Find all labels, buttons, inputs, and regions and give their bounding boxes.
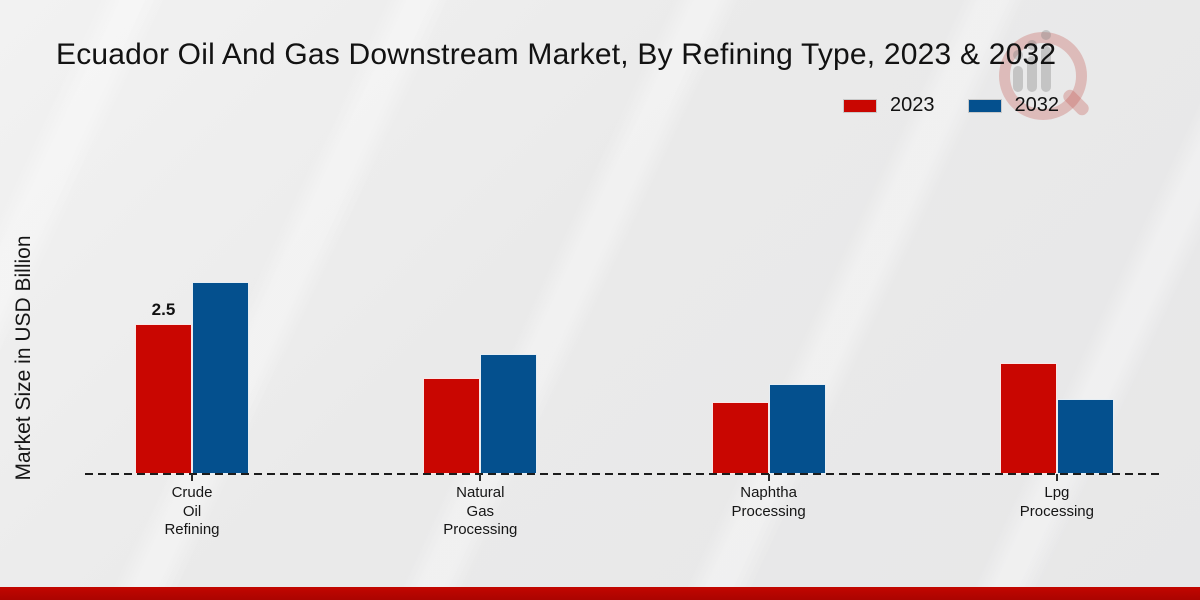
y-axis-label: Market Size in USD Billion bbox=[12, 235, 35, 481]
legend-item-2032: 2032 bbox=[967, 94, 1060, 117]
footer-accent-strip bbox=[0, 587, 1200, 600]
logo-dot-icon bbox=[1013, 50, 1023, 60]
bar-2023-lpg-processing bbox=[999, 363, 1057, 474]
bar-2023-naphtha-processing bbox=[711, 402, 769, 474]
legend-swatch-2023 bbox=[843, 98, 877, 113]
category-label-natural-gas-processing: Natural Gas Processing bbox=[443, 484, 518, 538]
logo-dot-icon bbox=[1041, 30, 1051, 40]
bar-value-label: 2.5 bbox=[151, 300, 176, 319]
bar-2032-crude-oil-refining bbox=[192, 282, 249, 474]
legend-label-2032: 2032 bbox=[1014, 94, 1060, 116]
logo-dot-icon bbox=[1027, 40, 1037, 50]
bar-2023-crude-oil-refining bbox=[135, 324, 192, 474]
category-label-naphtha-processing: Naphtha Processing bbox=[731, 484, 806, 520]
logo-bar-icon bbox=[1013, 66, 1023, 92]
magnifier-bar-chart-logo-watermark bbox=[995, 24, 1105, 124]
bar-2032-natural-gas-processing bbox=[480, 354, 538, 474]
legend-item-2023: 2023 bbox=[843, 94, 935, 117]
axis-tick-naphtha-processing bbox=[767, 474, 770, 481]
legend-label-2023: 2023 bbox=[890, 94, 935, 116]
bar-2023-natural-gas-processing bbox=[423, 378, 481, 474]
axis-tick-natural-gas-processing bbox=[479, 474, 482, 481]
magnifier-ring-icon bbox=[999, 32, 1087, 120]
category-label-crude-oil-refining: Crude Oil Refining bbox=[164, 484, 220, 538]
category-label-lpg-processing: Lpg Processing bbox=[1019, 484, 1094, 520]
bar-2032-naphtha-processing bbox=[768, 384, 826, 474]
axis-tick-crude-oil-refining bbox=[191, 474, 193, 481]
legend-swatch-2032 bbox=[967, 98, 1002, 113]
chart-title: Ecuador Oil And Gas Downstream Market, B… bbox=[56, 38, 1057, 71]
axis-tick-lpg-processing bbox=[1055, 474, 1058, 481]
logo-bar-icon bbox=[1041, 46, 1051, 92]
logo-bar-icon bbox=[1027, 56, 1037, 92]
bar-2032-lpg-processing bbox=[1056, 399, 1114, 474]
x-axis-baseline bbox=[85, 473, 1163, 475]
legend: 2023 2032 bbox=[843, 94, 1059, 117]
